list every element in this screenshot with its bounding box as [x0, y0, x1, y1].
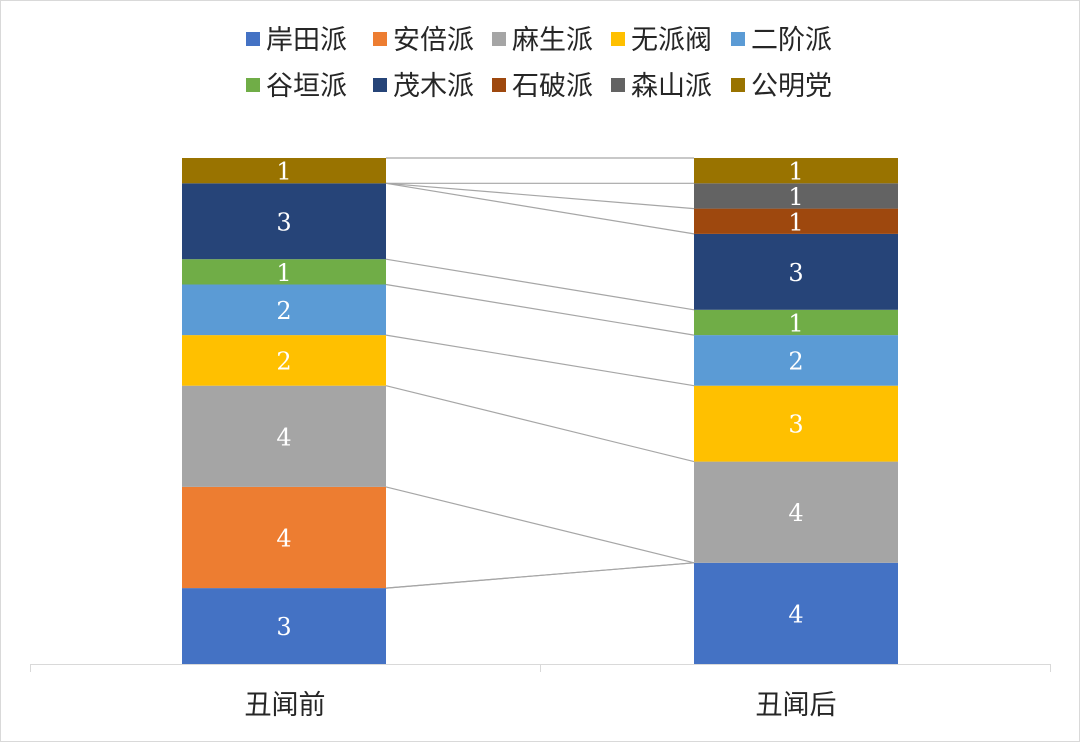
- x-axis: 丑闻前 丑闻后: [30, 664, 1051, 721]
- legend-item: 茂木派: [373, 71, 474, 102]
- legend-item: 无派阀: [611, 25, 712, 56]
- legend-label: 公明党: [751, 71, 832, 102]
- legend-swatch: [246, 78, 260, 92]
- data-label: 1: [788, 158, 803, 186]
- legend-item: 石破派: [492, 71, 593, 102]
- series-line: [385, 283, 695, 336]
- legend-item: 安倍派: [373, 25, 474, 56]
- legend-swatch: [731, 78, 745, 92]
- bar-segment: [694, 309, 898, 336]
- bar-segment: [182, 588, 386, 664]
- legend-label: 谷垣派: [266, 71, 347, 102]
- data-label: 3: [276, 208, 291, 236]
- data-label: 1: [788, 309, 803, 337]
- bar-segment: [694, 461, 898, 563]
- series-lines: [385, 157, 695, 589]
- series-line: [385, 182, 695, 235]
- legend-label: 麻生派: [512, 25, 593, 56]
- legend-item: 岸田派: [246, 25, 347, 56]
- data-label: 4: [276, 525, 291, 553]
- legend-label: 石破派: [512, 71, 593, 102]
- legend-item: 谷垣派: [246, 71, 347, 102]
- data-label: 4: [276, 423, 291, 451]
- legend-swatch: [611, 78, 625, 92]
- series-line: [385, 486, 695, 564]
- bar-segment: [694, 562, 898, 664]
- legend-label: 无派阀: [631, 25, 712, 56]
- data-label: 1: [276, 259, 291, 287]
- legend-item: 麻生派: [492, 25, 593, 56]
- legend-label: 安倍派: [393, 25, 474, 56]
- legend-swatch: [492, 78, 506, 92]
- category-label: 丑闻前: [245, 690, 326, 721]
- data-label: 3: [788, 411, 803, 439]
- series-line: [385, 562, 695, 589]
- data-label: 3: [788, 259, 803, 287]
- legend-label: 茂木派: [393, 71, 474, 102]
- legend-item: 二阶派: [731, 25, 832, 56]
- data-label: 2: [788, 347, 803, 375]
- data-label: 2: [276, 297, 291, 325]
- data-label: 1: [276, 158, 291, 186]
- legend-swatch: [373, 78, 387, 92]
- legend-swatch: [492, 32, 506, 46]
- bar-segment: [694, 335, 898, 386]
- bar-segment: [694, 208, 898, 234]
- bar-segment: [182, 284, 386, 336]
- series-line: [385, 385, 695, 463]
- legend-swatch: [373, 32, 387, 46]
- data-label: 4: [788, 499, 803, 527]
- category-label: 丑闻后: [756, 690, 837, 721]
- legend-swatch: [246, 32, 260, 46]
- data-label: 1: [788, 183, 803, 211]
- bar-segment: [694, 385, 898, 462]
- data-label: 3: [276, 613, 291, 641]
- data-label: 2: [276, 347, 291, 375]
- bar-segment: [182, 259, 386, 285]
- bar-segment: [182, 486, 386, 589]
- bar-segment: [694, 158, 898, 184]
- bar-segment: [694, 183, 898, 209]
- series-line: [385, 258, 695, 311]
- legend-item: 森山派: [611, 71, 712, 102]
- series-line: [385, 334, 695, 387]
- data-label: 1: [788, 208, 803, 236]
- bar-segment: [182, 158, 386, 184]
- legend-item: 公明党: [731, 71, 832, 102]
- bar-segment: [182, 335, 386, 386]
- data-label: 4: [788, 600, 803, 628]
- legend-label: 森山派: [631, 71, 712, 102]
- legend-swatch: [731, 32, 745, 46]
- bar-segment: [182, 385, 386, 487]
- legend-label: 岸田派: [266, 25, 347, 56]
- legend-label: 二阶派: [751, 25, 832, 56]
- series-line: [385, 182, 695, 210]
- bar-segment: [694, 233, 898, 310]
- bar-segment: [182, 183, 386, 260]
- legend-swatch: [611, 32, 625, 46]
